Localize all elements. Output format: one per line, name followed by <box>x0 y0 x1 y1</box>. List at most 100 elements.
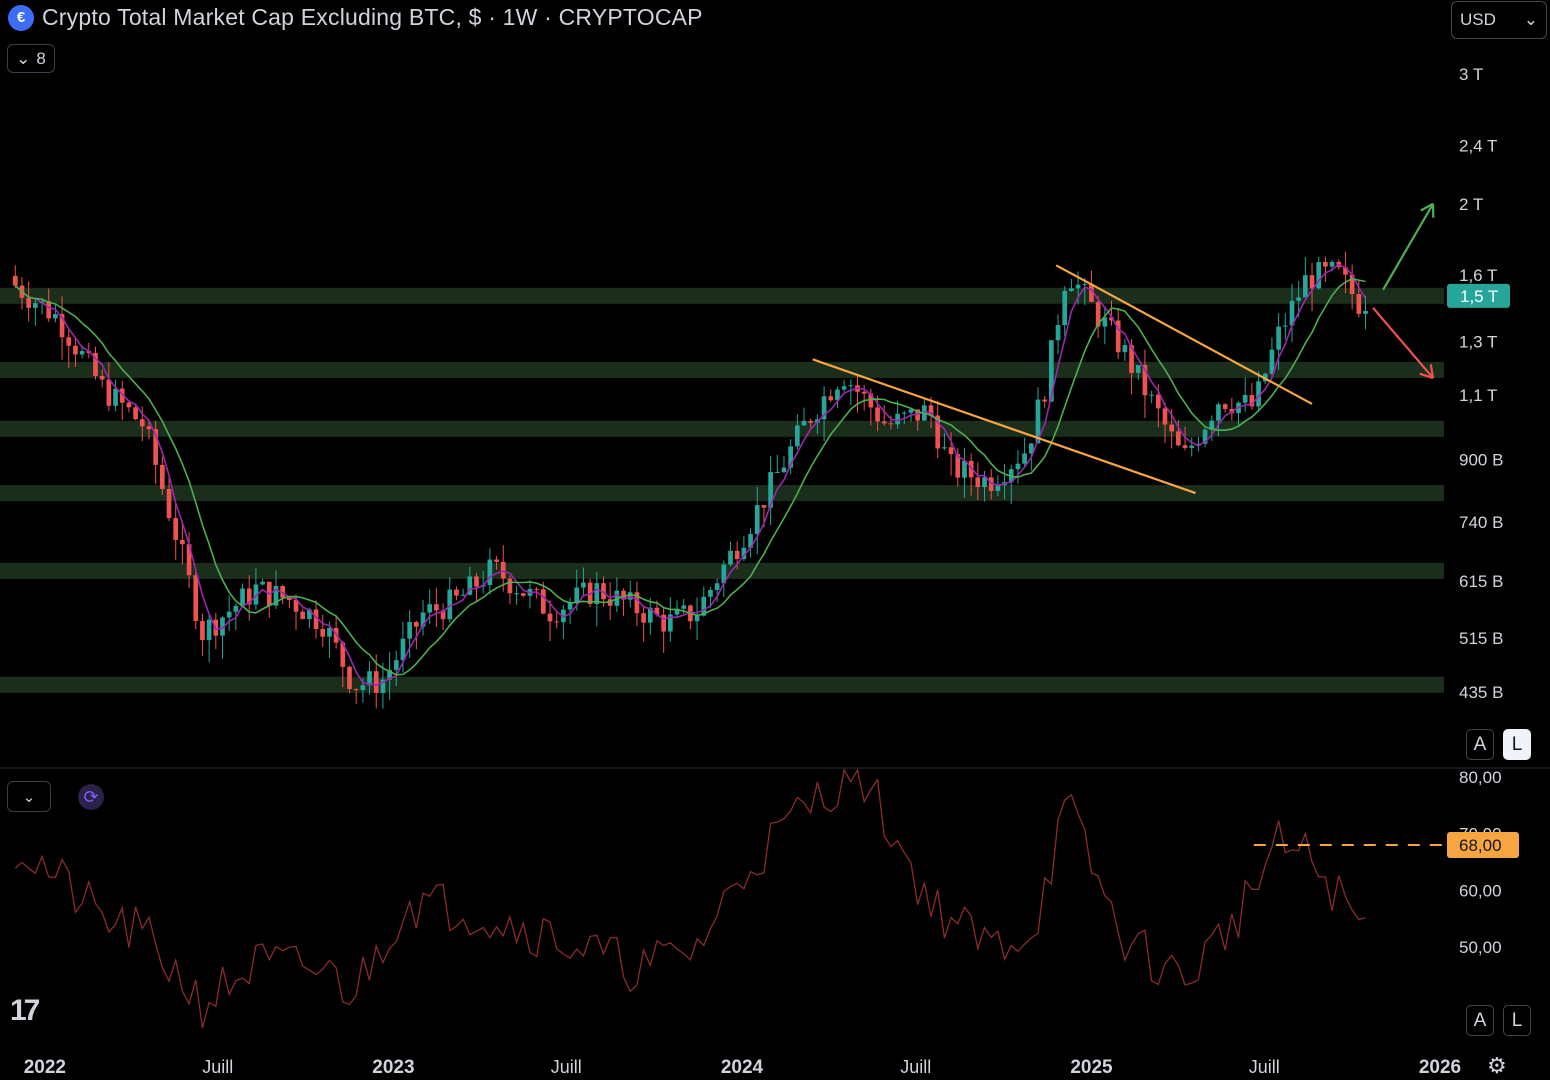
candle-body <box>754 505 760 535</box>
candle-body <box>1042 399 1048 402</box>
rsi-marker-label: 68,00 <box>1459 836 1502 855</box>
candle-body <box>353 688 359 691</box>
rsi-log-scale-button[interactable]: L <box>1503 1005 1531 1036</box>
candle-body <box>574 587 580 602</box>
support-zone <box>0 420 1444 437</box>
candle-body <box>714 583 720 590</box>
rsi-tick-label: 80,00 <box>1459 768 1502 787</box>
candle-body <box>1109 317 1114 321</box>
candle-body <box>280 586 285 598</box>
candle-body <box>694 615 700 622</box>
candle-body <box>848 385 854 387</box>
up-arrow <box>1382 203 1435 291</box>
price-tick-label: 1,3 T <box>1459 333 1497 352</box>
candle-body <box>253 584 259 605</box>
candle-body <box>634 592 640 614</box>
candle-body <box>119 388 125 403</box>
candle-body <box>928 405 934 416</box>
candle-body <box>327 627 332 637</box>
trendline <box>812 358 1196 495</box>
candle-body <box>868 393 874 408</box>
price-axis[interactable]: 3 T 2,4 T 2 T 1,6 T 1,3 T 1,1 T 900 B 740 B 615 … <box>1447 65 1510 702</box>
currency-select[interactable]: USD ⌄ <box>1451 1 1547 39</box>
price-tick-label: 615 B <box>1459 572 1503 591</box>
candle-body <box>1196 443 1201 446</box>
candle-body <box>1209 420 1215 430</box>
chart-title: Crypto Total Market Cap Excluding BTC, $… <box>42 4 703 30</box>
rsi-tick-label: 50,00 <box>1459 938 1502 957</box>
candle-body <box>153 429 158 465</box>
candle-body <box>400 638 406 661</box>
candle-body <box>1309 275 1315 289</box>
support-resistance-zones <box>0 287 1444 693</box>
moving-average-lines <box>14 263 1367 686</box>
candle-body <box>487 559 493 585</box>
time-tick-label: Juill <box>202 1057 233 1077</box>
candle-body <box>133 407 138 420</box>
time-tick-label: 2026 <box>1419 1057 1461 1078</box>
candle-body <box>734 550 740 559</box>
time-axis[interactable]: 2022 Juill 2023 Juill 2024 Juill 2025 Juill 2026 <box>24 1057 1461 1078</box>
settings-gear-icon[interactable]: ⚙ <box>1487 1053 1507 1078</box>
candle-body <box>534 588 539 590</box>
last-price-label: 1,5 T <box>1460 287 1498 306</box>
candle-body <box>146 426 152 430</box>
candle-body <box>668 614 673 632</box>
candle-body <box>988 477 994 491</box>
candle-body <box>246 588 252 605</box>
candle-body <box>99 375 105 380</box>
candle-body <box>1289 300 1295 326</box>
candle-body <box>32 303 38 308</box>
candle-body <box>627 592 633 600</box>
auto-scale-button[interactable]: A <box>1466 729 1494 760</box>
candle-body <box>414 622 419 627</box>
trendlines <box>812 264 1313 495</box>
candle-body <box>788 446 794 468</box>
candle-body <box>1356 294 1362 314</box>
candle-body <box>393 660 399 670</box>
candle-body <box>841 386 847 390</box>
candle-body <box>908 409 914 413</box>
candle-body <box>173 518 179 540</box>
candle-body <box>835 389 840 401</box>
rsi-collapse-button[interactable]: ⌄ <box>7 781 51 812</box>
candle-body <box>307 609 312 620</box>
candle-body <box>474 576 479 587</box>
candle-body <box>139 419 145 427</box>
candle-body <box>494 559 499 562</box>
candle-body <box>1276 326 1281 350</box>
collapse-indicators-button[interactable]: ⌄ 8 <box>7 44 55 73</box>
chevron-down-icon: ⌄ <box>16 48 31 68</box>
candle-body <box>293 599 299 612</box>
candle-body <box>126 402 132 408</box>
candle-body <box>440 610 446 620</box>
price-tick-label: 900 B <box>1459 450 1503 469</box>
candle-body <box>434 604 439 611</box>
candle-body <box>1329 261 1335 267</box>
ma-slow-line <box>14 277 1366 676</box>
candle-body <box>407 622 412 639</box>
refresh-icon[interactable]: ⟳ <box>78 784 104 810</box>
candle-body <box>681 605 687 609</box>
tradingview-logo-icon[interactable]: 17 <box>10 994 40 1027</box>
candle-body <box>741 547 747 559</box>
candle-body <box>1202 429 1208 444</box>
candle-body <box>774 472 780 474</box>
time-tick-label: Juill <box>551 1057 582 1077</box>
candle-body <box>661 614 666 632</box>
rsi-auto-scale-button[interactable]: A <box>1466 1005 1494 1036</box>
candle-body <box>1028 443 1034 454</box>
candle-body <box>1222 404 1228 409</box>
candle-body <box>1162 408 1168 425</box>
candle-body <box>901 412 907 414</box>
candle-body <box>460 594 466 596</box>
log-scale-button[interactable]: L <box>1503 729 1531 760</box>
price-tick-label: 1,1 T <box>1459 386 1497 405</box>
candle-body <box>1282 325 1288 327</box>
price-tick-label: 435 B <box>1459 683 1503 702</box>
candle-body <box>420 612 426 627</box>
candle-body <box>180 539 185 545</box>
candle-body <box>594 583 600 605</box>
